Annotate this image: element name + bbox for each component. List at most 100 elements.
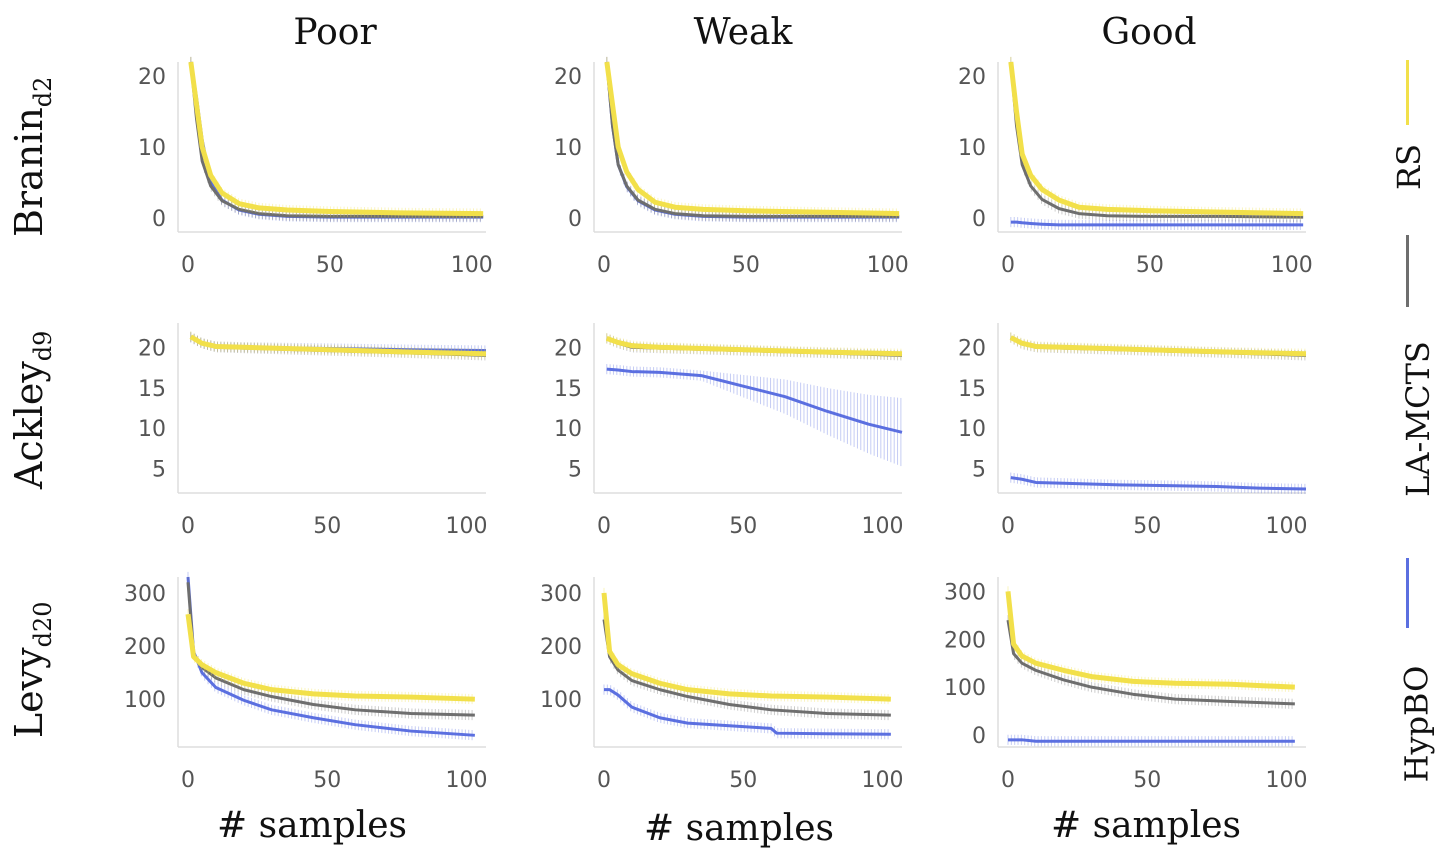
plot-svg: 0 50 100 100 200 300: [540, 577, 904, 793]
xlabel-poor: # samples: [216, 805, 408, 846]
panel-ackley-d9-weak: 0 50 100 5 10 15 20: [554, 323, 904, 548]
y-tick-label: 0: [568, 207, 582, 232]
error-bars-rs: [606, 56, 897, 219]
y-tick-label: 10: [554, 417, 582, 442]
series-line-hypbo: [1010, 476, 1307, 491]
row-sub: d9: [28, 330, 57, 362]
series-line-rs: [1009, 335, 1307, 357]
y-tick-label: 0: [972, 207, 986, 232]
row-name: Levy: [7, 647, 52, 739]
x-tick-label: 100: [867, 253, 909, 278]
col-title-weak: Weak: [693, 12, 793, 53]
x-tick-label: 0: [181, 514, 195, 539]
x-tick-label: 0: [1001, 253, 1015, 278]
row-sub: d2: [28, 76, 57, 108]
row-title-branin: Branind2: [7, 37, 57, 277]
legend-line-rs: [1406, 60, 1409, 125]
legend: RS LA-MCTS HypBO: [1378, 50, 1438, 790]
legend-label-la-mcts: LA-MCTS: [1398, 341, 1437, 497]
x-tick-label: 100: [1266, 514, 1308, 539]
x-tick-label: 50: [732, 253, 760, 278]
row-name: Branin: [7, 107, 52, 238]
x-tick-label: 50: [729, 514, 757, 539]
y-tick-label: 10: [138, 136, 166, 161]
x-tick-label: 50: [729, 768, 757, 793]
x-tick-label: 0: [181, 253, 195, 278]
col-title-poor: Poor: [293, 12, 377, 53]
series-line-hypbo: [189, 61, 484, 219]
y-tick-label: 10: [138, 417, 166, 442]
series-line-hypbo: [606, 367, 903, 434]
error-bars-la-mcts: [190, 56, 481, 222]
panel-branin-d2-weak: 0 50 100 0 10 20: [554, 56, 909, 287]
y-tick-label: 20: [958, 336, 986, 361]
plot-svg: 0 50 100 100 200 300: [124, 571, 488, 793]
x-tick-label: 50: [316, 253, 344, 278]
error-bars-rs: [190, 56, 481, 219]
series-line-hypbo: [604, 688, 891, 736]
series-line-rs: [605, 336, 903, 357]
x-tick-label: 100: [1271, 253, 1313, 278]
y-tick-label: 200: [124, 635, 166, 660]
x-tick-label: 0: [181, 768, 195, 793]
xlabel-weak: # samples: [643, 808, 835, 849]
series-line-rs: [1005, 591, 1295, 690]
legend-label-hypbo: HypBO: [1397, 665, 1436, 783]
series-line-la-mcts: [1006, 619, 1295, 706]
plot-svg: 0 50 100 5 10 15 20: [138, 323, 488, 539]
x-tick-label: 0: [597, 768, 611, 793]
x-tick-label: 0: [597, 253, 611, 278]
y-tick-label: 300: [944, 580, 986, 605]
legend-label-rs: RS: [1390, 143, 1429, 191]
x-tick-label: 0: [1001, 768, 1015, 793]
y-tick-label: 15: [958, 377, 986, 402]
y-tick-label: 15: [554, 377, 582, 402]
x-tick-label: 50: [313, 514, 341, 539]
panel-ackley-d9-poor: 0 50 100 5 10 15 20: [138, 323, 488, 548]
xlabel-good: # samples: [1050, 805, 1242, 846]
plot-svg: 0 50 100 5 10 15 20: [958, 323, 1308, 539]
plot-svg: 0 50 100 0 10 20: [138, 56, 493, 278]
plot-svg: 0 50 100 0 10 20: [554, 56, 909, 278]
series-line-rs: [1008, 61, 1304, 217]
series-line-hypbo: [1010, 220, 1304, 227]
x-tick-label: 100: [862, 768, 904, 793]
x-tick-label: 100: [1266, 768, 1308, 793]
error-bars-hypbo: [606, 364, 902, 467]
y-tick-label: 300: [124, 582, 166, 607]
y-tick-label: 200: [540, 635, 582, 660]
row-title-ackley: Ackleyd9: [7, 290, 57, 530]
y-tick-label: 200: [944, 628, 986, 653]
legend-line-hypbo: [1406, 558, 1409, 628]
x-tick-label: 100: [451, 253, 493, 278]
x-tick-label: 100: [862, 514, 904, 539]
y-tick-label: 20: [958, 65, 986, 90]
series-line-hypbo: [605, 61, 900, 219]
series-line-rs: [188, 61, 484, 217]
error-bars-hypbo: [190, 56, 481, 223]
col-title-good: Good: [1101, 12, 1197, 53]
series-line-la-mcts: [189, 61, 484, 218]
y-tick-label: 0: [152, 207, 166, 232]
y-tick-label: 5: [568, 458, 582, 483]
x-tick-label: 0: [597, 514, 611, 539]
y-tick-label: 5: [972, 458, 986, 483]
panel-levy-d20-weak: 0 50 100 100 200 300: [540, 577, 904, 802]
series-line-rs: [185, 613, 475, 702]
series-line-la-mcts: [602, 619, 891, 717]
y-tick-label: 20: [554, 65, 582, 90]
y-tick-label: 100: [124, 688, 166, 713]
error-bars-la-mcts: [603, 614, 889, 721]
y-tick-label: 20: [138, 336, 166, 361]
plot-svg: 0 50 100 0 100 200 300: [944, 577, 1308, 793]
x-tick-label: 100: [446, 768, 488, 793]
panel-levy-d20-good: 0 50 100 0 100 200 300: [944, 577, 1308, 802]
y-tick-label: 20: [138, 65, 166, 90]
x-tick-label: 100: [446, 514, 488, 539]
series-line-hypbo: [1008, 738, 1295, 743]
row-title-levy: Levyd20: [7, 550, 57, 790]
error-bars-rs: [187, 609, 473, 705]
y-tick-label: 10: [554, 136, 582, 161]
series-line-rs: [601, 592, 891, 702]
row-name: Ackley: [7, 361, 52, 490]
